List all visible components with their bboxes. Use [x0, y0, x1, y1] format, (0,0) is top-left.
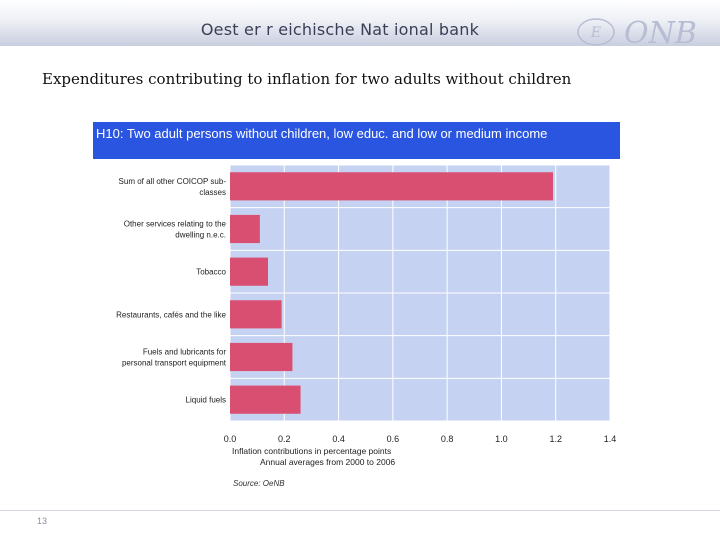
chart-source: Source: OeNB	[233, 479, 285, 488]
x-tick-label: 1.2	[549, 434, 562, 444]
footer-rule	[0, 510, 720, 511]
x-tick-label: 1.4	[604, 434, 617, 444]
onb-logo: E ONB	[577, 16, 697, 50]
bar	[230, 172, 553, 201]
chart-frame: Sum of all other COICOP sub-classes Other…	[87, 117, 627, 494]
page-number: 13	[37, 516, 48, 526]
x-axis-label: Inflation contributions in percentage po…	[232, 446, 391, 456]
logo-emblem: E	[590, 25, 601, 41]
x-tick-label: 1.0	[495, 434, 508, 444]
logo-wordmark: ONB	[624, 16, 697, 50]
bar	[230, 342, 293, 372]
slide-title: Expenditures contributing to inflation f…	[42, 70, 572, 88]
x-tick-label: 0.8	[441, 434, 454, 444]
bar	[230, 300, 282, 329]
header-band	[0, 0, 720, 46]
x-tick-label: 0.4	[332, 434, 345, 444]
chart-title: H10: Two adult persons without children,…	[93, 122, 620, 159]
category-label: Liquid fuels	[186, 396, 226, 405]
bar	[230, 385, 301, 414]
category-label: Restaurants, cafés and the like	[116, 310, 226, 319]
bar	[230, 257, 268, 286]
chart-subtitle: Annual averages from 2000 to 2006	[260, 457, 395, 467]
category-label: Other services relating to the dwelling n…	[124, 220, 227, 240]
x-tick-label: 0.2	[278, 434, 291, 444]
x-tick-label: 0.6	[387, 434, 400, 444]
bar	[230, 214, 260, 244]
category-label: Sum of all other COICOP sub-classes	[119, 177, 227, 197]
bar-chart: Sum of all other COICOP sub-classes Other…	[116, 164, 617, 488]
x-tick-label: 0.0	[224, 434, 237, 444]
organization-name: Oest er r eichische Nat ional bank	[200, 20, 480, 39]
category-label: Tobacco	[196, 268, 226, 277]
category-label: Fuels and lubricants for personal transpo…	[122, 348, 227, 368]
